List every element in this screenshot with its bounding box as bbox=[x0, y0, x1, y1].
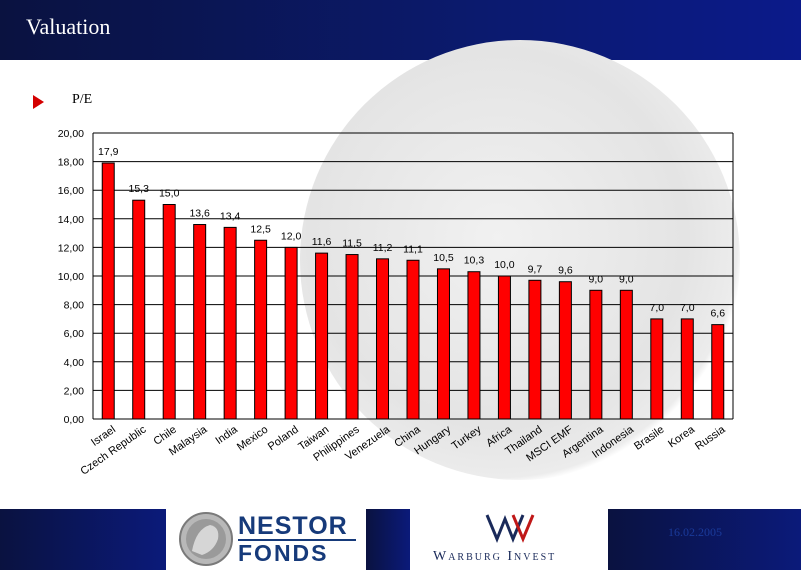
y-tick-label: 16,00 bbox=[58, 185, 84, 197]
data-label: 7,0 bbox=[650, 302, 665, 314]
y-tick-label: 6,00 bbox=[64, 328, 85, 340]
x-tick-label: Russia bbox=[693, 423, 728, 453]
data-label: 12,5 bbox=[250, 223, 271, 235]
bar bbox=[315, 252, 329, 420]
data-label: 9,0 bbox=[619, 273, 634, 285]
bar bbox=[467, 271, 481, 420]
data-label: 6,6 bbox=[710, 308, 725, 320]
title-bar: Valuation bbox=[0, 0, 801, 60]
bar bbox=[711, 324, 725, 420]
y-tick-label: 14,00 bbox=[58, 214, 84, 226]
slide-title: Valuation bbox=[26, 14, 111, 39]
data-label: 9,6 bbox=[558, 265, 573, 277]
y-tick-label: 2,00 bbox=[64, 385, 85, 397]
warburg-logo-text: Warburg Invest bbox=[433, 549, 557, 564]
warburg-logo-icon bbox=[485, 514, 535, 543]
bar bbox=[589, 289, 603, 420]
data-label: 11,6 bbox=[312, 236, 332, 248]
y-tick-label: 12,00 bbox=[58, 242, 84, 254]
bar bbox=[345, 254, 359, 420]
bullet-arrow-icon bbox=[33, 95, 44, 109]
y-tick-label: 20,00 bbox=[58, 128, 84, 140]
bar bbox=[436, 268, 450, 420]
pe-bar-chart: 0,00 2,00 4,00 6,00 8,00 10,00 12,00 14,00 16,00… bbox=[58, 128, 734, 478]
data-label: 15,0 bbox=[159, 188, 180, 200]
bar bbox=[680, 318, 694, 420]
y-tick-label: 0,00 bbox=[64, 414, 85, 426]
data-label: 12,0 bbox=[281, 230, 302, 242]
bar bbox=[528, 279, 542, 420]
nestor-logo-text: NESTOR bbox=[238, 512, 348, 540]
x-tick-label: Mexico bbox=[235, 424, 270, 454]
y-tick-label: 18,00 bbox=[58, 157, 84, 169]
data-label: 11,5 bbox=[342, 238, 362, 250]
data-label: 10,0 bbox=[494, 259, 515, 271]
y-tick-label: 10,00 bbox=[58, 271, 84, 283]
data-label: 13,6 bbox=[189, 208, 210, 220]
bar bbox=[254, 239, 268, 420]
bar bbox=[132, 199, 146, 420]
nestor-logo-rule bbox=[238, 539, 356, 541]
bar bbox=[101, 162, 115, 420]
footer-band-right bbox=[608, 509, 801, 570]
chart-subtitle: P/E bbox=[72, 92, 93, 107]
data-label: 17,9 bbox=[98, 146, 119, 158]
x-tick-label: Poland bbox=[266, 424, 301, 453]
y-tick-label: 8,00 bbox=[64, 300, 85, 312]
data-label: 9,0 bbox=[589, 273, 604, 285]
data-label: 10,3 bbox=[464, 255, 485, 267]
data-label: 13,4 bbox=[220, 210, 241, 222]
data-label: 10,5 bbox=[433, 252, 454, 264]
bar bbox=[650, 318, 664, 420]
bar bbox=[162, 204, 176, 420]
coin-watermark-image bbox=[300, 40, 740, 480]
data-label: 7,0 bbox=[680, 302, 695, 314]
data-label: 9,7 bbox=[528, 263, 543, 275]
bar bbox=[558, 281, 572, 420]
bar bbox=[406, 259, 420, 420]
footer-band bbox=[0, 509, 801, 570]
y-tick-label: 4,00 bbox=[64, 357, 85, 369]
x-tick-label: Brasile bbox=[632, 424, 666, 453]
nestor-coin-logo-icon bbox=[179, 512, 233, 566]
bar bbox=[223, 226, 237, 420]
data-label: 11,2 bbox=[373, 242, 393, 254]
footer-band-middle bbox=[366, 509, 410, 570]
x-tick-label: Korea bbox=[666, 423, 698, 450]
bar bbox=[619, 289, 633, 420]
bar bbox=[497, 275, 511, 420]
data-label: 11,1 bbox=[403, 243, 423, 255]
bar bbox=[376, 258, 390, 420]
bar bbox=[284, 246, 298, 420]
data-label: 15,3 bbox=[128, 183, 149, 195]
bar bbox=[193, 224, 207, 420]
slide-date: 16.02.2005 bbox=[668, 525, 722, 539]
x-tick-label: Turkey bbox=[450, 423, 484, 452]
footer-band-left bbox=[0, 509, 166, 570]
fonds-logo-text: FONDS bbox=[238, 540, 329, 566]
